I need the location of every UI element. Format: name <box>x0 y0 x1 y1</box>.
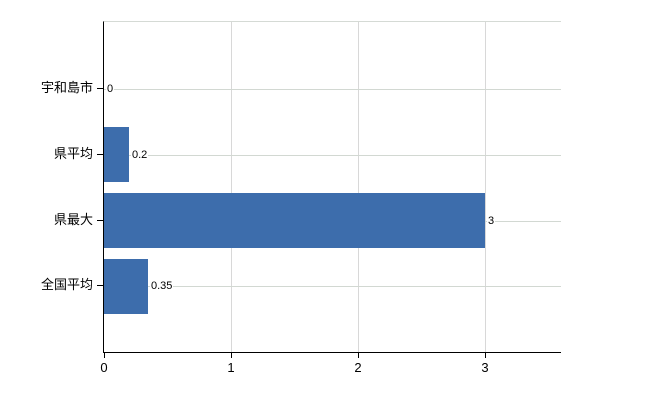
plot-area: 0 0.2 3 0.35 <box>103 21 561 353</box>
gridline-horizontal <box>104 89 561 90</box>
category-label: 県最大 <box>53 212 93 227</box>
category-label: 全国平均 <box>40 277 93 292</box>
gridline-vertical <box>485 22 486 352</box>
y-axis-tick <box>97 88 103 89</box>
bar <box>104 127 129 182</box>
y-axis-tick <box>97 154 103 155</box>
y-axis-tick <box>97 220 103 221</box>
bar <box>104 193 485 248</box>
x-axis-tick <box>485 352 486 358</box>
x-tick-label: 0 <box>100 360 108 375</box>
bar <box>104 259 148 314</box>
bar-value-label: 0 <box>106 82 115 96</box>
gridline-horizontal <box>104 286 561 287</box>
gridline-horizontal <box>104 155 561 156</box>
category-label: 県平均 <box>53 146 93 161</box>
category-label: 宇和島市 <box>40 80 93 95</box>
x-axis-tick <box>358 352 359 358</box>
bar-value-label: 0.35 <box>150 279 174 293</box>
gridline-vertical <box>231 22 232 352</box>
x-axis-tick <box>104 352 105 358</box>
x-tick-label: 2 <box>354 360 362 375</box>
x-axis-tick <box>231 352 232 358</box>
x-tick-label: 1 <box>227 360 235 375</box>
bar-value-label: 3 <box>487 214 496 228</box>
x-tick-label: 3 <box>481 360 489 375</box>
gridline-vertical <box>358 22 359 352</box>
y-axis-tick <box>97 285 103 286</box>
bar-value-label: 0.2 <box>131 148 149 162</box>
